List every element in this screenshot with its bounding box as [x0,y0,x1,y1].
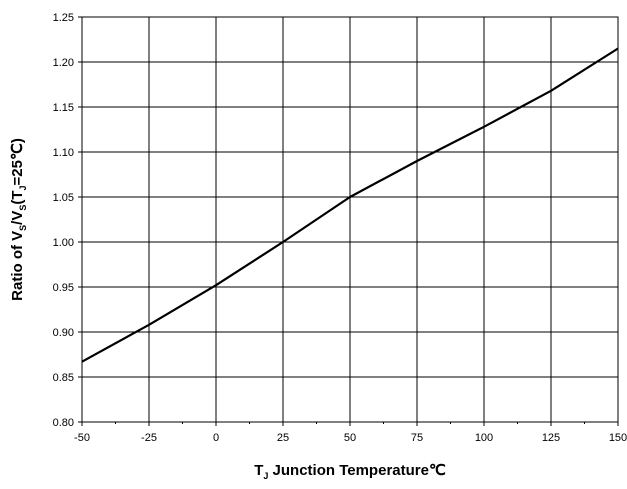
x-tick-label: 50 [344,432,356,444]
y-tick-label: 0.90 [53,327,74,339]
tick-labels: -50 -25 0 25 50 75 100 125 150 0.80 0.85 0.90 0.95 1.… [53,12,627,444]
series-line [81,47,619,363]
y-tick-label: 1.00 [53,237,74,249]
y-tick-label: 0.95 [53,282,74,294]
y-tick-label: 1.10 [53,147,74,159]
y-tick-label: 1.20 [53,57,74,69]
grid [82,17,618,422]
x-tick-label: -50 [74,432,90,444]
x-axis-title: TJ Junction Temperature℃ [254,462,446,481]
y-tick-label: 1.25 [53,12,74,24]
x-tick-label: 75 [411,432,423,444]
plot-frame [81,16,619,423]
x-tick-label: 125 [542,432,560,444]
series-layer [81,47,619,363]
y-tick-label: 1.05 [53,192,74,204]
y-tick-label: 0.80 [53,417,74,429]
x-tick-label: 100 [475,432,493,444]
y-tick-label: 0.85 [53,372,74,384]
x-tick-label: -25 [141,432,157,444]
y-tick-label: 1.15 [53,102,74,114]
x-tick-label: 0 [213,432,219,444]
y-axis-title: Ratio of VS/VS(TJ=25℃) [9,138,28,301]
x-tick-label: 150 [609,432,627,444]
axis-ticks [78,16,619,426]
x-tick-label: 25 [277,432,289,444]
